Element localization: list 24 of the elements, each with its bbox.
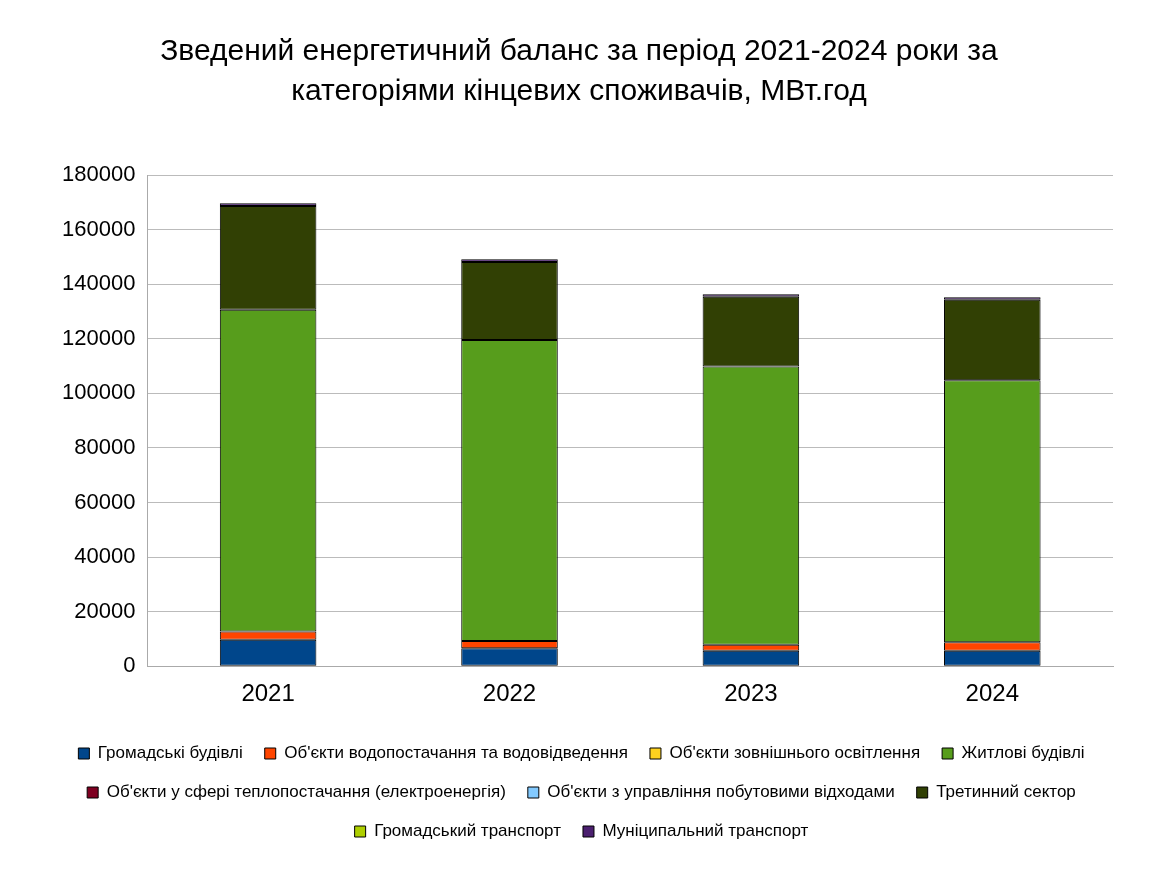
y-tick-label: 140000 xyxy=(61,270,136,296)
legend-label: Об'єкти зовнішнього освітлення xyxy=(669,743,921,763)
y-tick-label: 160000 xyxy=(61,215,136,241)
x-tick-label: 2024 xyxy=(965,679,1019,707)
y-tick-label: 0 xyxy=(123,652,136,678)
legend-label: Житлові будівлі xyxy=(961,743,1085,763)
x-tick-label: 2022 xyxy=(482,679,537,707)
y-tick-label: 40000 xyxy=(74,543,136,569)
legend-label: Громадські будівлі xyxy=(97,743,243,763)
legend-label: Третинний сектор xyxy=(936,782,1076,802)
y-tick-label: 100000 xyxy=(61,379,136,405)
x-tick-label: 2021 xyxy=(241,679,295,707)
legend-label: Муніципальний транспорт xyxy=(602,821,809,841)
y-tick-label: 60000 xyxy=(74,488,136,514)
legend-label: Об'єкти водопостачання та водовідведення xyxy=(284,743,628,763)
legend-label: Об'єкти з управління побутовими відходами xyxy=(547,782,895,802)
legend-label: Громадський транспорт xyxy=(374,821,562,841)
y-tick-label: 20000 xyxy=(74,597,136,623)
x-tick-label: 2023 xyxy=(724,679,778,707)
y-tick-label: 80000 xyxy=(74,434,136,460)
y-tick-label: 180000 xyxy=(61,161,136,187)
y-tick-label: 120000 xyxy=(61,324,136,350)
chart-title: Зведений енергетичний баланс за період 2021-2024 роки за категоріями кінцевих споживачів, МВт.год xyxy=(159,32,999,108)
legend-label: Об'єкти у сфері теплопостачання (електроенергія) xyxy=(106,782,506,802)
